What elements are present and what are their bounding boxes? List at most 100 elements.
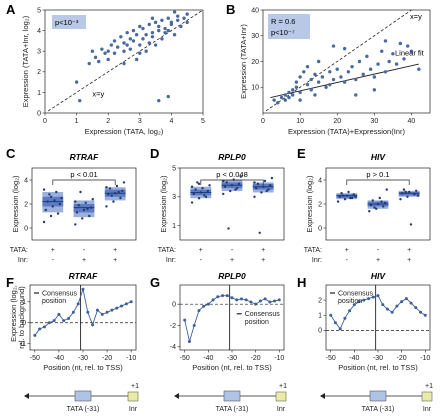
series-point <box>120 304 124 308</box>
panel-E-ytick-label: 2 <box>318 201 322 208</box>
panel-F-xtick-label: -10 <box>126 355 136 362</box>
tata-row-value: + <box>261 247 265 254</box>
box-point <box>84 201 87 204</box>
series-point <box>395 304 399 308</box>
box-point <box>197 182 201 186</box>
box-point <box>345 194 348 197</box>
panel-G-xtick-label: -30 <box>227 355 237 362</box>
data-point <box>144 49 148 53</box>
data-point <box>141 26 145 31</box>
data-point <box>357 59 362 64</box>
data-point <box>150 30 155 35</box>
box-point <box>380 200 383 203</box>
series-point <box>348 309 352 313</box>
box-point <box>268 184 272 187</box>
box-point <box>230 184 234 187</box>
data-point <box>342 46 347 51</box>
data-point <box>109 43 114 47</box>
box-point <box>105 205 108 208</box>
box-point <box>253 181 256 184</box>
box-point <box>190 185 194 188</box>
plus-one-label: +1 <box>279 383 287 390</box>
data-point <box>383 70 388 74</box>
box-point <box>120 189 124 192</box>
data-point <box>335 67 339 71</box>
box-point <box>416 194 420 197</box>
series-point <box>192 323 196 327</box>
box-point <box>223 185 227 188</box>
box-point <box>42 188 46 191</box>
box-point <box>206 189 209 193</box>
series-point <box>371 295 375 299</box>
panel-F-ytick-label: -1 <box>20 341 26 348</box>
data-point <box>283 98 287 102</box>
series-point <box>362 298 366 302</box>
panel-A-ytick-label: 0 <box>37 110 41 117</box>
box-point <box>253 195 256 198</box>
data-point <box>112 39 117 43</box>
data-point <box>279 95 284 100</box>
box-point <box>262 185 265 188</box>
diagonal-label: x=y <box>410 12 422 21</box>
tata-row-label: TATA: <box>304 247 322 254</box>
series-point <box>110 308 114 312</box>
panel-B-xtick-label: 0 <box>261 118 265 125</box>
panel-B-ytick-label: 10 <box>251 85 259 92</box>
significance-bracket <box>52 179 116 185</box>
data-point <box>134 57 139 62</box>
series-point <box>235 298 239 302</box>
box-point <box>55 190 58 194</box>
series-point <box>225 294 229 298</box>
data-point <box>409 49 414 53</box>
inr-box-label: Inr <box>423 406 432 413</box>
panel-A-ytick-label: 1 <box>37 90 41 97</box>
series-point <box>38 327 42 331</box>
data-point <box>169 20 174 25</box>
series-point <box>221 294 225 298</box>
x-axis-label: Position (nt, rel. to TSS) <box>338 363 418 372</box>
panel-D-ytick-label: 3 <box>172 194 176 201</box>
series-point <box>187 339 191 343</box>
data-point <box>380 49 384 53</box>
data-point <box>302 70 306 74</box>
y-axis-label: Expression (log₂) <box>11 175 20 233</box>
tata-box <box>223 390 241 402</box>
box-point <box>91 198 94 201</box>
tata-row-value: - <box>83 247 86 254</box>
data-point <box>328 70 332 74</box>
gene-title: RPLP0 <box>218 271 246 281</box>
panel-label-A: A <box>6 2 16 17</box>
data-point <box>166 28 170 33</box>
series-point <box>385 307 389 311</box>
data-point <box>106 49 110 53</box>
series-point <box>129 300 133 304</box>
inr-row-label: Inr: <box>312 257 322 264</box>
stat-text: p > 0.1 <box>366 170 389 179</box>
series-point <box>230 296 234 300</box>
box-point <box>49 195 53 198</box>
box-point <box>368 210 371 213</box>
box-point <box>204 195 208 198</box>
legend-text-line1: Consensus <box>42 290 78 297</box>
data-point <box>287 90 291 95</box>
box-point <box>122 181 126 184</box>
panel-H-xtick-label: -40 <box>349 355 359 362</box>
data-point <box>387 59 391 64</box>
box-point <box>256 182 260 186</box>
data-point <box>160 18 164 22</box>
panel-D-ytick-label: 5 <box>172 165 176 172</box>
panel-F-ytick-label: 0 <box>22 320 26 327</box>
panel-H-xtick-label: -50 <box>326 355 336 362</box>
series-point <box>277 298 281 302</box>
series-point <box>343 316 347 320</box>
promoter-arrow-left <box>174 393 179 399</box>
box-point <box>44 208 48 212</box>
series-point <box>390 310 394 314</box>
box-point <box>222 192 225 196</box>
significance-bracket <box>200 179 264 185</box>
data-point <box>131 39 136 43</box>
data-point <box>368 67 373 71</box>
data-point <box>294 85 299 89</box>
